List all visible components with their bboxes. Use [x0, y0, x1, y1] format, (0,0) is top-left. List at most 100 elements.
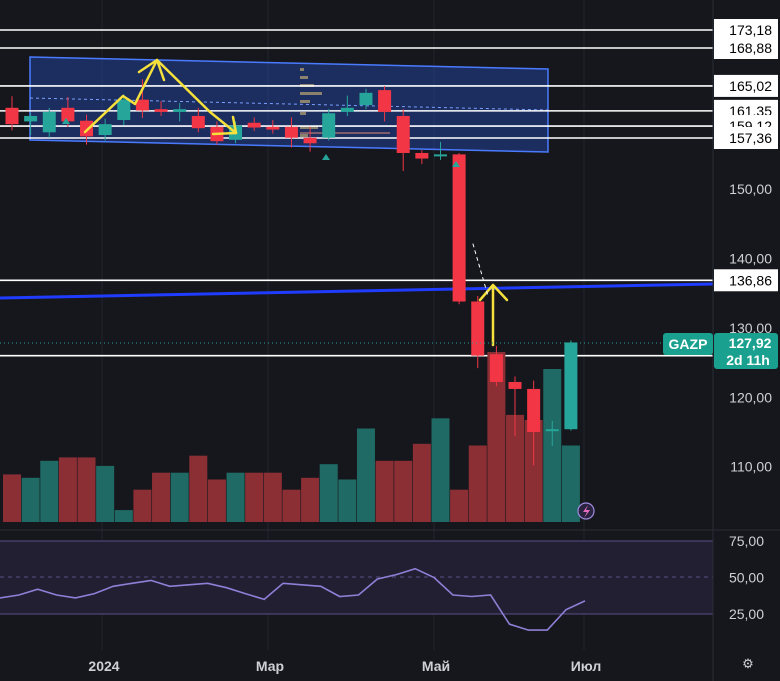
candle — [508, 376, 522, 437]
candle — [191, 107, 205, 133]
price-tick-label: 120,00 — [729, 389, 772, 405]
level-label: 165,02 — [729, 78, 772, 94]
up-arrow-head — [478, 283, 509, 302]
volume-bar — [189, 455, 208, 522]
time-axis: 2024 Мар Май Июл — [88, 658, 601, 674]
date-tick-label: Июл — [571, 658, 602, 674]
candle — [135, 79, 149, 119]
level-box — [714, 19, 778, 41]
volume-bar — [412, 443, 431, 522]
candle — [303, 126, 317, 152]
candle — [489, 345, 503, 387]
volume-bar — [301, 477, 320, 522]
volume-bar — [524, 420, 543, 522]
volume-bar — [21, 477, 40, 522]
volume-bar — [245, 472, 264, 522]
rsi-tick-label: 50,00 — [729, 570, 764, 586]
candle — [24, 113, 38, 136]
volume-bar — [431, 418, 450, 522]
zigzag-annotation — [83, 58, 238, 135]
volume-bar — [282, 489, 301, 522]
candle — [378, 86, 392, 122]
level-label: 161,35 — [729, 103, 772, 119]
candle — [154, 101, 168, 116]
horizontal-levels — [0, 29, 713, 357]
rsi-line — [0, 567, 586, 631]
price-tick-label: 130,00 — [729, 320, 772, 336]
price-tick-label: 140,00 — [729, 250, 772, 266]
volume-bar — [375, 460, 394, 522]
volume-bar — [3, 474, 21, 522]
date-tick-label: Май — [422, 658, 450, 674]
volume-bar — [170, 472, 189, 522]
candle — [5, 96, 19, 131]
price-tick-label: 110,00 — [730, 459, 772, 475]
candle — [284, 117, 298, 148]
level-box — [714, 269, 778, 292]
volume-bar — [561, 445, 580, 522]
candle — [564, 340, 578, 431]
level-label: 173,18 — [729, 22, 772, 38]
rsi-axis: 75,00 50,00 25,00 — [729, 533, 764, 622]
volume-bar — [263, 472, 282, 522]
support-trendline[interactable] — [0, 282, 714, 300]
date-tick-label: Мар — [256, 658, 284, 674]
candle — [415, 150, 429, 165]
volume-bar — [506, 414, 525, 522]
level-box — [714, 37, 778, 59]
level-label: 168,88 — [729, 40, 772, 56]
volume-bar — [338, 479, 357, 522]
volume-bar — [58, 457, 77, 522]
volume-bar — [487, 352, 506, 522]
yellow-annotations — [83, 58, 509, 347]
dashed-drop-line — [472, 243, 489, 297]
volume-bar — [96, 465, 115, 522]
candle — [340, 95, 354, 116]
symbol-label: GAZP — [669, 336, 708, 352]
candle — [545, 420, 559, 446]
volume-bar — [468, 445, 487, 522]
candle — [396, 109, 410, 172]
level-label: 157,36 — [729, 130, 772, 146]
volume-bar — [133, 489, 152, 522]
current-price-label: 127,92 — [729, 335, 772, 351]
candle — [322, 109, 336, 141]
volume-bar — [207, 479, 226, 522]
countdown-label: 2d 11h — [726, 352, 770, 368]
candle — [471, 295, 485, 369]
volume-bar — [319, 464, 338, 522]
candle — [117, 94, 131, 126]
current-price-tag: GAZP 127,92 2d 11h — [663, 333, 778, 369]
candle — [266, 120, 280, 134]
price-tick-label: 150,00 — [729, 181, 772, 197]
level-label: 136,86 — [729, 272, 772, 288]
zigzag-arrowhead-right — [211, 115, 238, 136]
volume-bar — [114, 510, 133, 522]
price-axis: 150,00 140,00 130,00 120,00 110,00 — [729, 181, 772, 475]
signal-markers — [62, 118, 460, 167]
candles — [5, 79, 578, 466]
volume-bar — [356, 428, 375, 522]
rsi-tick-label: 25,00 — [729, 606, 764, 622]
lightning-icon[interactable] — [577, 502, 595, 520]
level-box — [714, 74, 778, 97]
volume-bar — [40, 460, 59, 522]
volume-bar — [77, 457, 96, 522]
candle — [359, 88, 373, 110]
rsi-tick-label: 75,00 — [729, 533, 764, 549]
volume-bar — [394, 460, 413, 522]
candle — [433, 141, 447, 160]
volume-bar — [152, 472, 171, 522]
price-channel-midline — [29, 97, 549, 111]
candle — [527, 380, 541, 466]
level-box — [714, 127, 778, 149]
volume-bar — [226, 472, 245, 522]
candle — [42, 107, 56, 138]
settings-icon[interactable]: ⚙ — [742, 656, 754, 671]
zigzag-arrowhead-left — [137, 58, 166, 82]
date-tick-label: 2024 — [88, 658, 119, 674]
candle — [452, 152, 466, 305]
candle — [247, 117, 261, 131]
volume-bar — [450, 489, 469, 522]
